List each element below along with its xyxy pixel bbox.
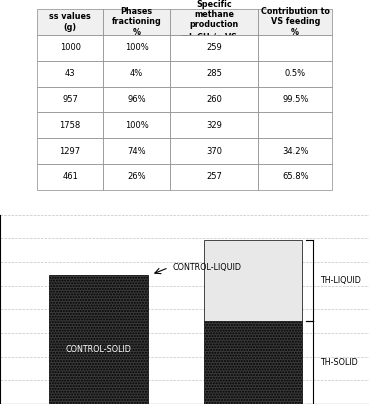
Text: TH-LIQUID: TH-LIQUID [320,276,361,285]
Bar [204,321,302,404]
Bar [204,240,302,321]
Bar [49,275,148,404]
Text: CONTROL-SOLID: CONTROL-SOLID [65,345,131,354]
Text: CONTROL-LIQUID: CONTROL-LIQUID [172,263,241,272]
Text: TH-SOLID: TH-SOLID [320,358,358,367]
